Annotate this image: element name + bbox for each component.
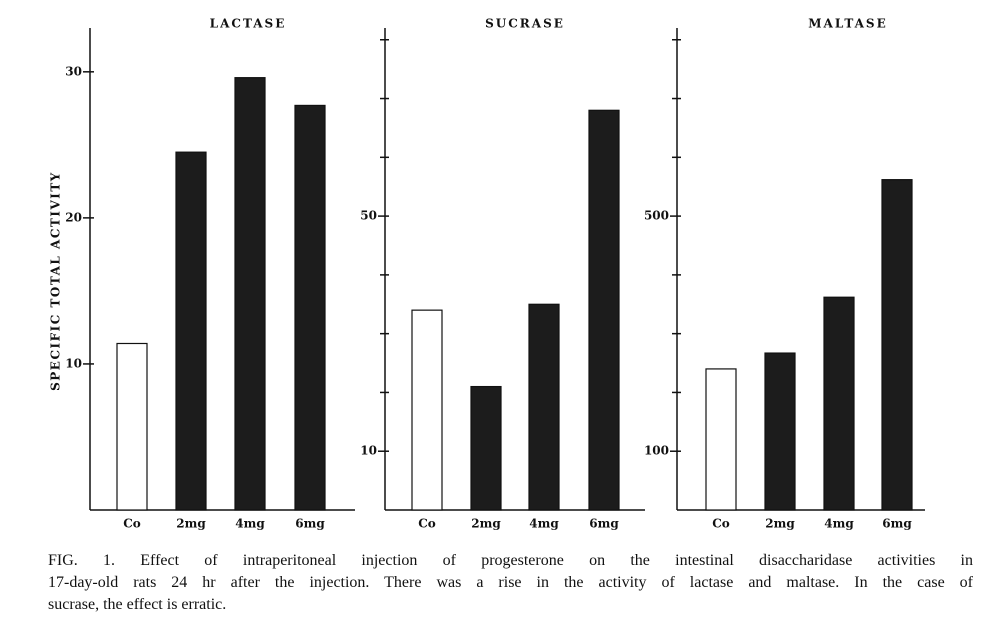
bar [116, 342, 148, 511]
y-tick-label: 30 [65, 64, 82, 78]
y-tick-label: 20 [65, 210, 82, 224]
bar [823, 296, 855, 511]
y-tick-label: 50 [360, 209, 377, 223]
bar [411, 309, 443, 511]
bar [294, 104, 326, 511]
bar [764, 352, 796, 511]
x-tick-label: 6mg [589, 517, 619, 531]
bar [470, 385, 502, 511]
x-tick-label: 6mg [295, 517, 325, 531]
x-tick-label: Co [123, 517, 141, 531]
y-axis-label: SPECIFIC TOTAL ACTIVITY [49, 171, 63, 391]
caption-line: 17-day-old rats 24 hr after the injectio… [48, 574, 973, 591]
bar [234, 77, 266, 511]
y-tick-label: 10 [360, 444, 377, 458]
y-tick-label: 10 [65, 356, 82, 370]
x-tick-label: 4mg [529, 517, 559, 531]
y-tick-label: 100 [644, 444, 669, 458]
x-tick-label: 4mg [235, 517, 265, 531]
bar [705, 368, 737, 511]
panel-title: MALTASE [808, 17, 887, 31]
x-tick-label: 2mg [176, 517, 206, 531]
x-tick-label: 2mg [765, 517, 795, 531]
x-tick-label: 2mg [471, 517, 501, 531]
x-tick-label: Co [418, 517, 436, 531]
x-tick-label: Co [712, 517, 730, 531]
caption-line: FIG. 1. Effect of intraperitoneal inject… [48, 552, 973, 569]
panel-title: LACTASE [210, 17, 287, 31]
x-tick-label: 4mg [824, 517, 854, 531]
bar [528, 303, 560, 511]
y-tick-label: 500 [644, 209, 669, 223]
bar [175, 151, 207, 511]
panel-title: SUCRASE [485, 17, 565, 31]
bar [881, 179, 913, 511]
x-tick-label: 6mg [882, 517, 912, 531]
bar [588, 109, 620, 511]
caption-line: sucrase, the effect is erratic. [48, 596, 227, 613]
